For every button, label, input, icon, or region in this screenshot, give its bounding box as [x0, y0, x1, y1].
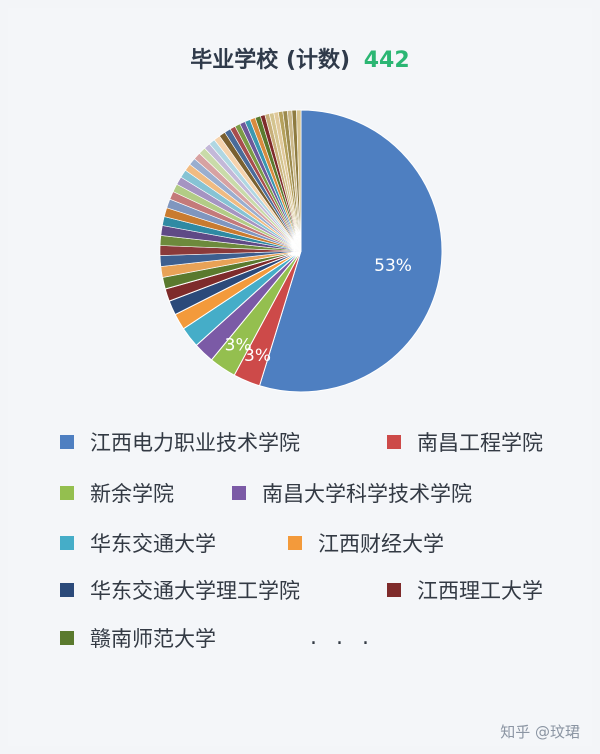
- chart-title: 毕业学校 (计数) 442: [0, 42, 600, 74]
- pie-data-labels: 53% 3%3%: [225, 256, 412, 366]
- watermark: 知乎 @玟珺: [500, 723, 580, 741]
- pie-slice-0: [258, 109, 443, 393]
- pie-data-label-2: 3%: [225, 336, 252, 356]
- chart-title-text: 毕业学校 (计数): [190, 48, 351, 73]
- pie-slice-44: [296, 109, 302, 252]
- chart-total-count: 442: [363, 48, 410, 73]
- pie-slices: [159, 109, 443, 393]
- pie-data-label-0: 53%: [374, 256, 412, 276]
- pie-data-label-1: 3%: [244, 346, 271, 366]
